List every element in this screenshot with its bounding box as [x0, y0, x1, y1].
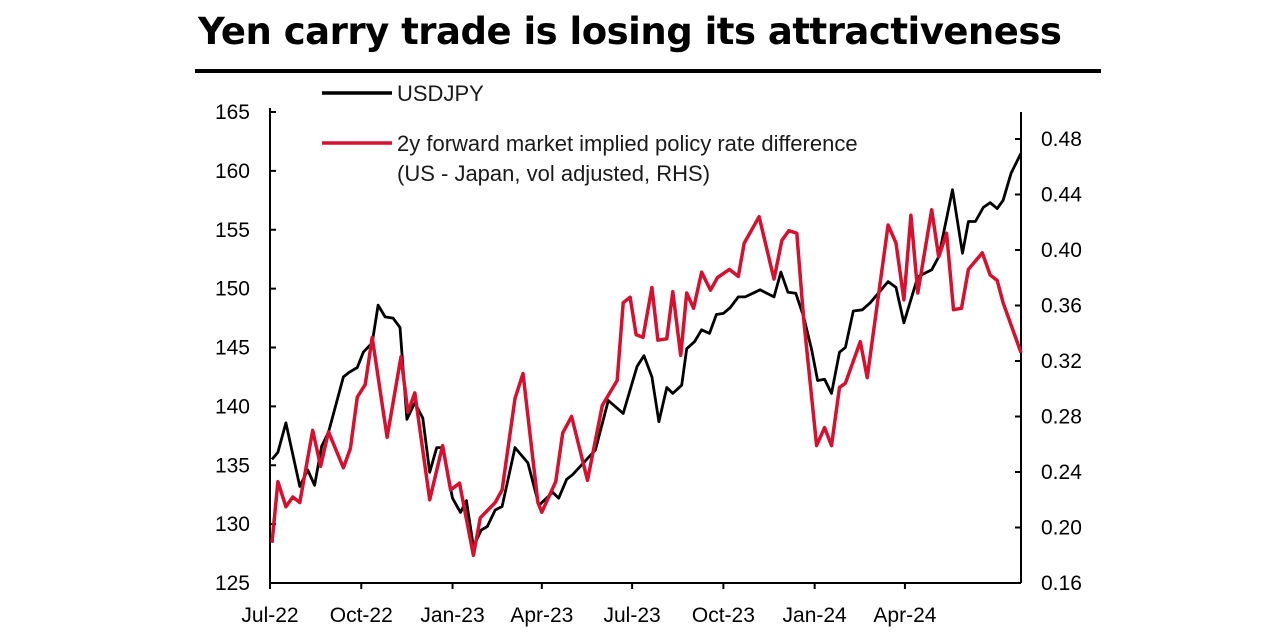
series-line-rate-difference [270, 208, 1023, 558]
y2-tick-label: 0.36 [1041, 295, 1082, 318]
y-tick-label: 160 [215, 160, 250, 183]
y-tick-label: 145 [215, 337, 250, 360]
axes: 125 130 135 140 145 150 155 160 165 0.16 0.20 0.24 0… [215, 101, 1082, 627]
y2-tick-label: 0.48 [1041, 128, 1082, 151]
legend-label-rate-difference-line1: 2y forward market implied policy rate di… [397, 131, 858, 156]
y2-tick-label: 0.32 [1041, 350, 1082, 373]
series-lines [270, 152, 1023, 558]
legend-label-rate-difference-line2: (US - Japan, vol adjusted, RHS) [397, 161, 710, 186]
y-tick-label: 135 [215, 454, 250, 477]
y2-tick-label: 0.28 [1041, 406, 1082, 429]
x-tick-label: Jan-23 [420, 604, 484, 627]
x-tick-label: Oct-22 [330, 604, 393, 627]
y2-tick-label: 0.40 [1041, 239, 1082, 262]
y-tick-label: 155 [215, 219, 250, 242]
x-tick-label: Jan-24 [783, 604, 848, 627]
y-tick-label: 150 [215, 278, 250, 301]
y2-tick-label: 0.24 [1041, 461, 1082, 484]
y-tick-label: 130 [215, 513, 250, 536]
y-tick-label: 165 [215, 101, 250, 124]
y2-tick-label: 0.20 [1041, 517, 1082, 540]
x-tick-label: Apr-23 [510, 604, 573, 627]
chart-title: Yen carry trade is losing its attractive… [198, 10, 1062, 53]
x-tick-label: Jul-22 [241, 604, 298, 627]
y2-tick-label: 0.44 [1041, 184, 1082, 207]
legend: USDJPY 2y forward market implied policy … [322, 81, 858, 186]
y-tick-label: 125 [215, 572, 250, 595]
series-line-usdjpy [270, 152, 1023, 548]
title-underline [195, 69, 1101, 73]
x-tick-label: Oct-23 [692, 604, 755, 627]
x-tick-label: Jul-23 [604, 604, 661, 627]
x-tick-label: Apr-24 [873, 604, 936, 627]
y-tick-label: 140 [215, 395, 250, 418]
y2-tick-label: 0.16 [1041, 572, 1082, 595]
legend-label-usdjpy: USDJPY [397, 81, 484, 106]
